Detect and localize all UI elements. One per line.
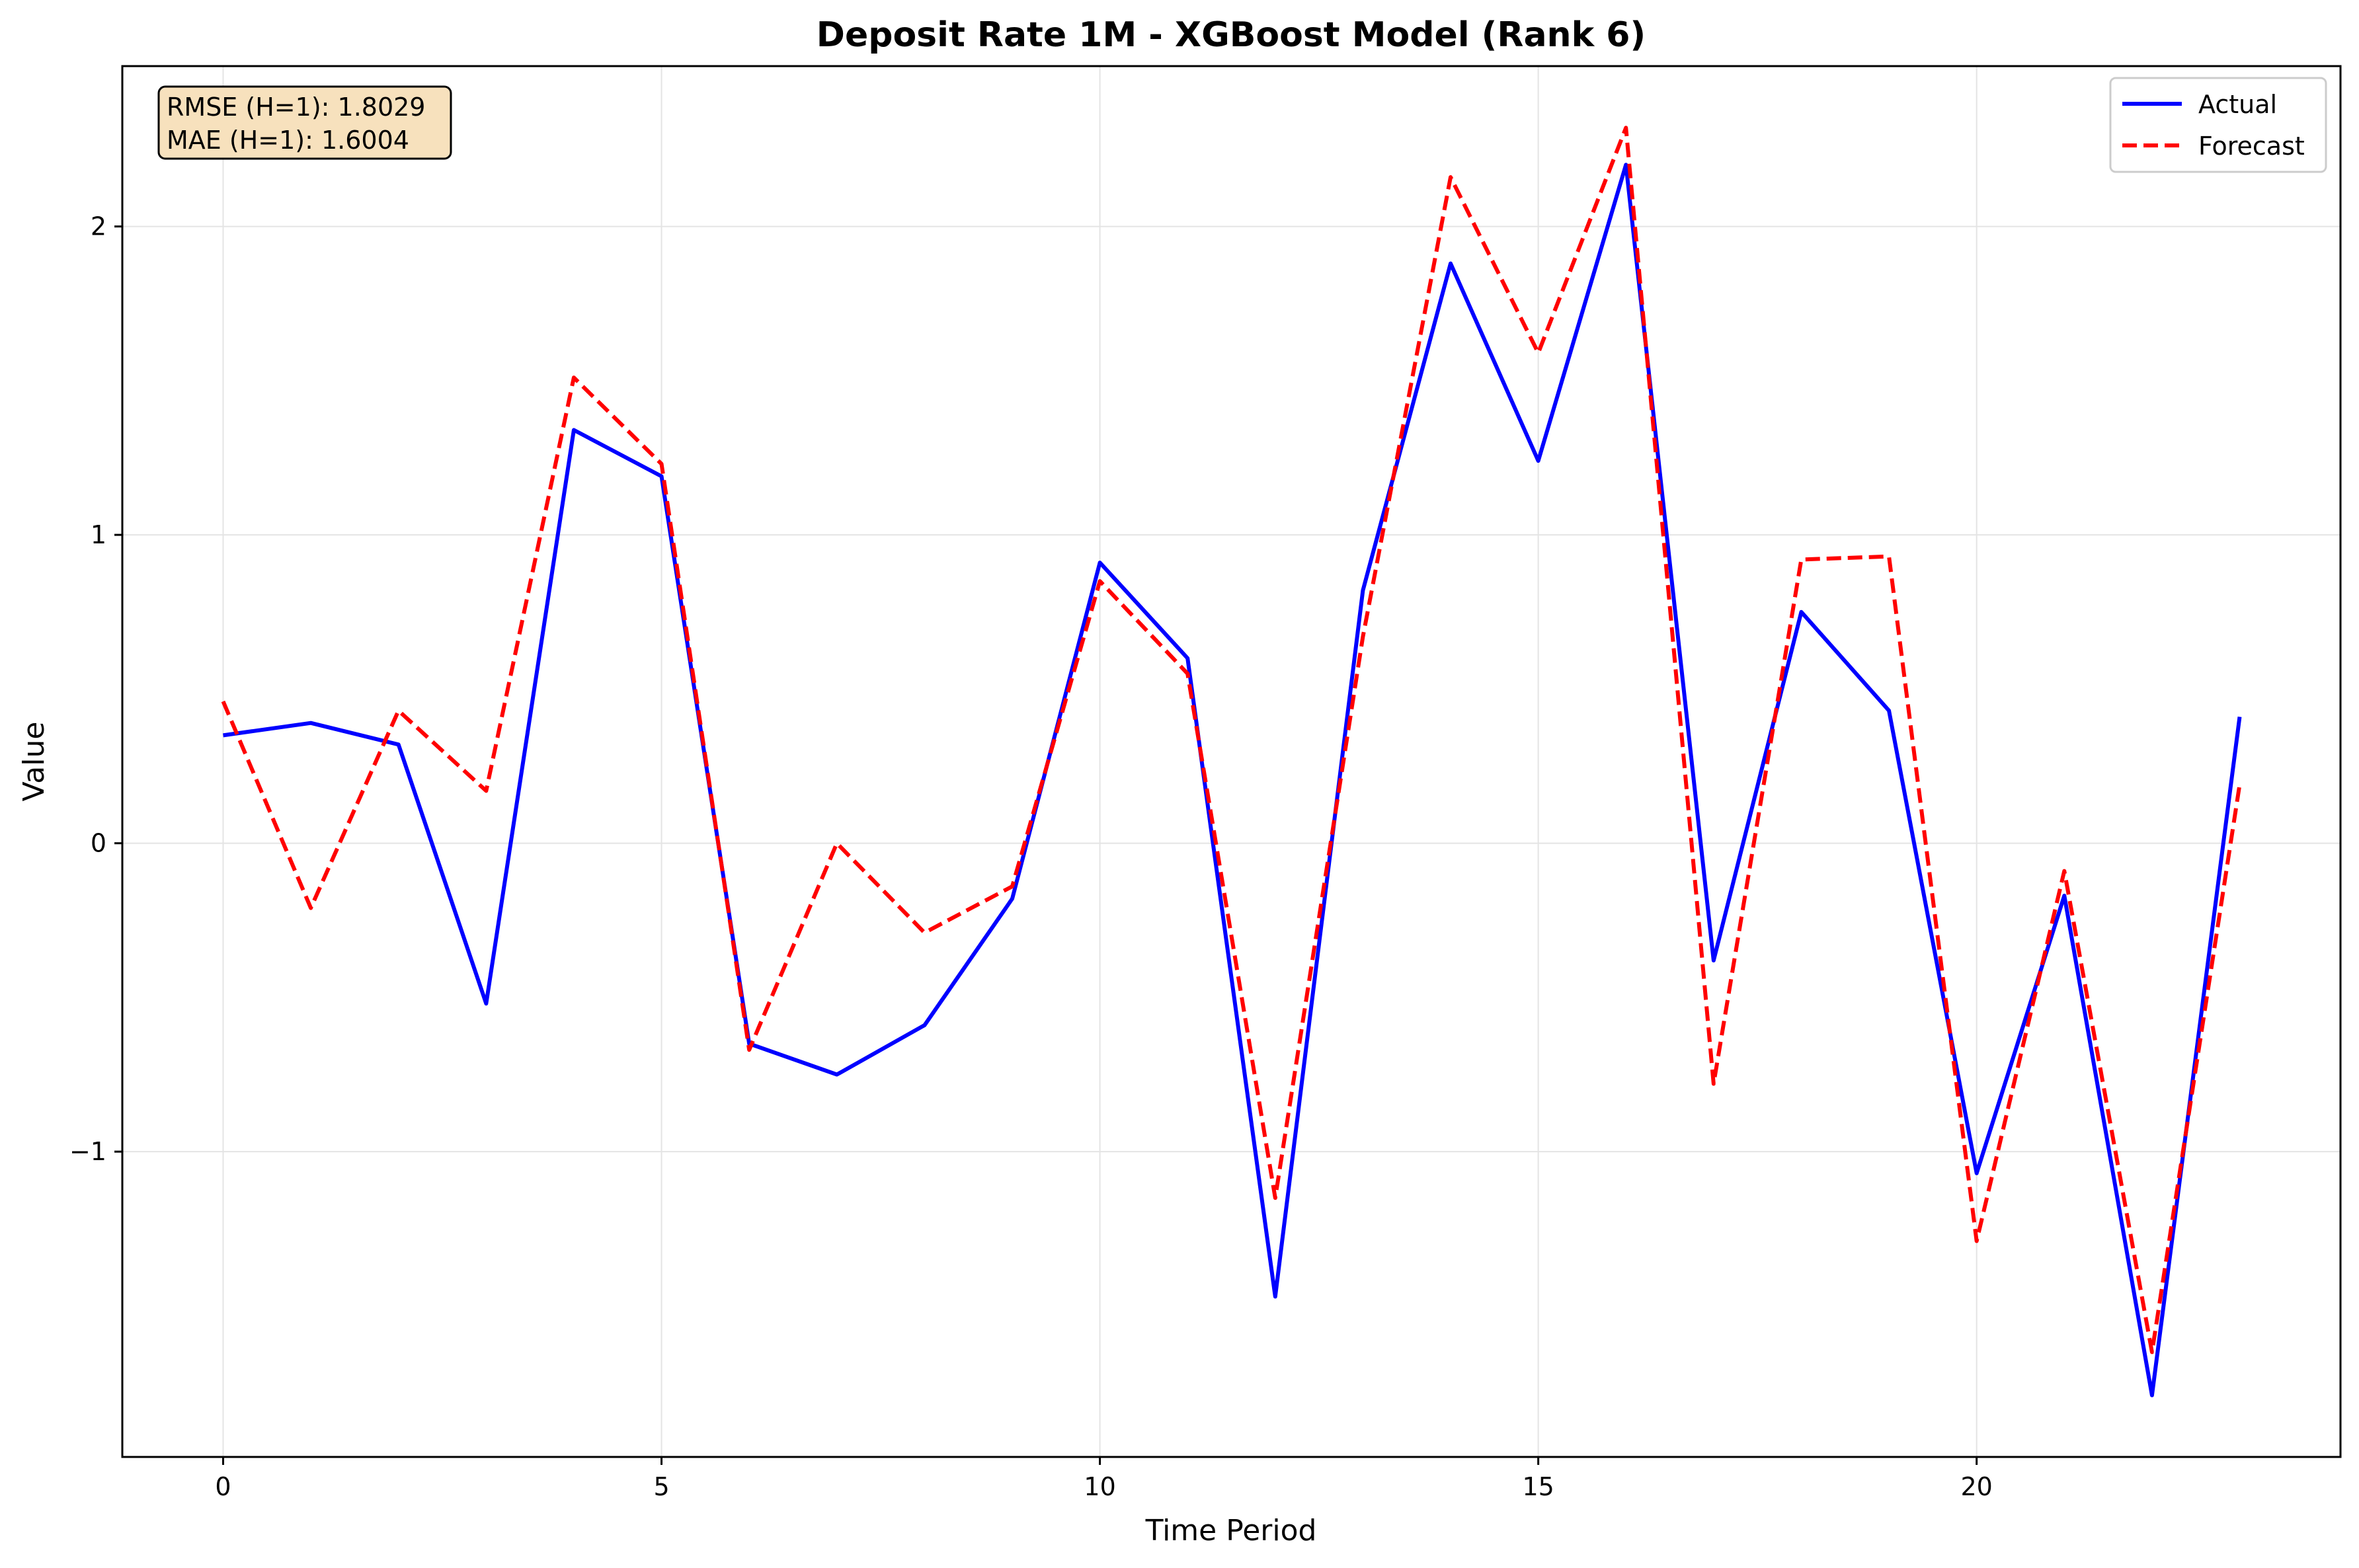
actual-series-line	[223, 163, 2242, 1397]
forecast-series-line	[221, 126, 2242, 1354]
forecast-point	[661, 463, 662, 465]
actual-point	[1450, 263, 1451, 264]
forecast-point	[1625, 127, 1626, 128]
actual-point	[2239, 716, 2241, 717]
forecast-point	[1713, 1083, 1714, 1085]
forecast-point	[1362, 636, 1363, 637]
actual-point	[223, 734, 224, 736]
forecast-point	[1976, 1240, 1978, 1241]
actual-point	[1362, 590, 1363, 591]
forecast-point	[1275, 1197, 1276, 1198]
forecast-point	[1187, 673, 1188, 674]
actual-point	[1888, 710, 1890, 711]
mae-text: MAE (H=1): 1.6004	[167, 126, 409, 155]
actual-point	[573, 429, 575, 430]
actual-point	[310, 723, 311, 724]
y-tick-label: 2	[91, 212, 106, 241]
legend-label-actual: Actual	[2198, 90, 2277, 119]
actual-point	[1187, 658, 1188, 659]
forecast-point	[310, 908, 311, 909]
forecast-point	[1100, 580, 1101, 582]
series-layer	[221, 126, 2242, 1397]
legend: Actual Forecast	[2109, 77, 2327, 173]
actual-point	[1713, 960, 1714, 961]
rmse-text: RMSE (H=1): 1.8029	[167, 93, 426, 122]
plot-frame	[121, 65, 2342, 1458]
x-tick-label: 10	[1084, 1472, 1115, 1501]
forecast-point	[924, 932, 925, 933]
forecast-point	[485, 790, 487, 791]
actual-point	[398, 744, 399, 745]
actual-point	[661, 475, 662, 477]
y-axis-label: Value	[17, 722, 51, 802]
forecast-point	[748, 1049, 750, 1050]
forecast-point	[223, 701, 224, 702]
metrics-annotation: RMSE (H=1): 1.8029 MAE (H=1): 1.6004	[157, 85, 452, 160]
x-tick-label: 0	[215, 1472, 231, 1501]
actual-point	[1012, 898, 1013, 900]
forecast-point	[2063, 871, 2065, 872]
actual-point	[1800, 611, 1802, 613]
grid	[122, 66, 2340, 1457]
actual-point	[1625, 164, 1626, 165]
y-tick-label: 1	[91, 520, 106, 549]
forecast-point	[398, 710, 399, 711]
metrics-annotation-box	[157, 85, 452, 160]
actual-point	[485, 1003, 487, 1004]
forecast-point	[1012, 886, 1013, 887]
x-tick-label: 15	[1522, 1472, 1554, 1501]
forecast-point	[1888, 556, 1890, 557]
forecast-point	[1538, 352, 1539, 354]
actual-point	[1976, 1173, 1978, 1174]
actual-point	[2063, 895, 2065, 896]
actual-point	[1538, 460, 1539, 461]
actual-point	[1275, 1296, 1276, 1297]
actual-point	[2151, 1395, 2153, 1396]
legend-label-forecast: Forecast	[2198, 132, 2305, 161]
forecast-point	[2151, 1351, 2153, 1352]
actual-point	[924, 1025, 925, 1026]
y-tick-label: −1	[69, 1137, 106, 1166]
y-tick-label: 0	[91, 829, 106, 858]
x-axis-label: Time Period	[1145, 1514, 1317, 1548]
forecast-point	[2239, 784, 2241, 785]
axes: 0 5 10 15 20 −1 0 1 2	[69, 212, 1993, 1501]
forecast-point	[573, 377, 575, 378]
forecast-point	[1800, 559, 1802, 560]
x-tick-label: 20	[1960, 1472, 1992, 1501]
x-tick-label: 5	[653, 1472, 669, 1501]
legend-box	[2109, 77, 2327, 173]
actual-point	[1100, 562, 1101, 563]
actual-point	[836, 1074, 838, 1076]
chart-title: Deposit Rate 1M - XGBoost Model (Rank 6)	[817, 15, 1646, 55]
forecast-point	[836, 843, 838, 844]
forecast-point	[1450, 176, 1451, 178]
